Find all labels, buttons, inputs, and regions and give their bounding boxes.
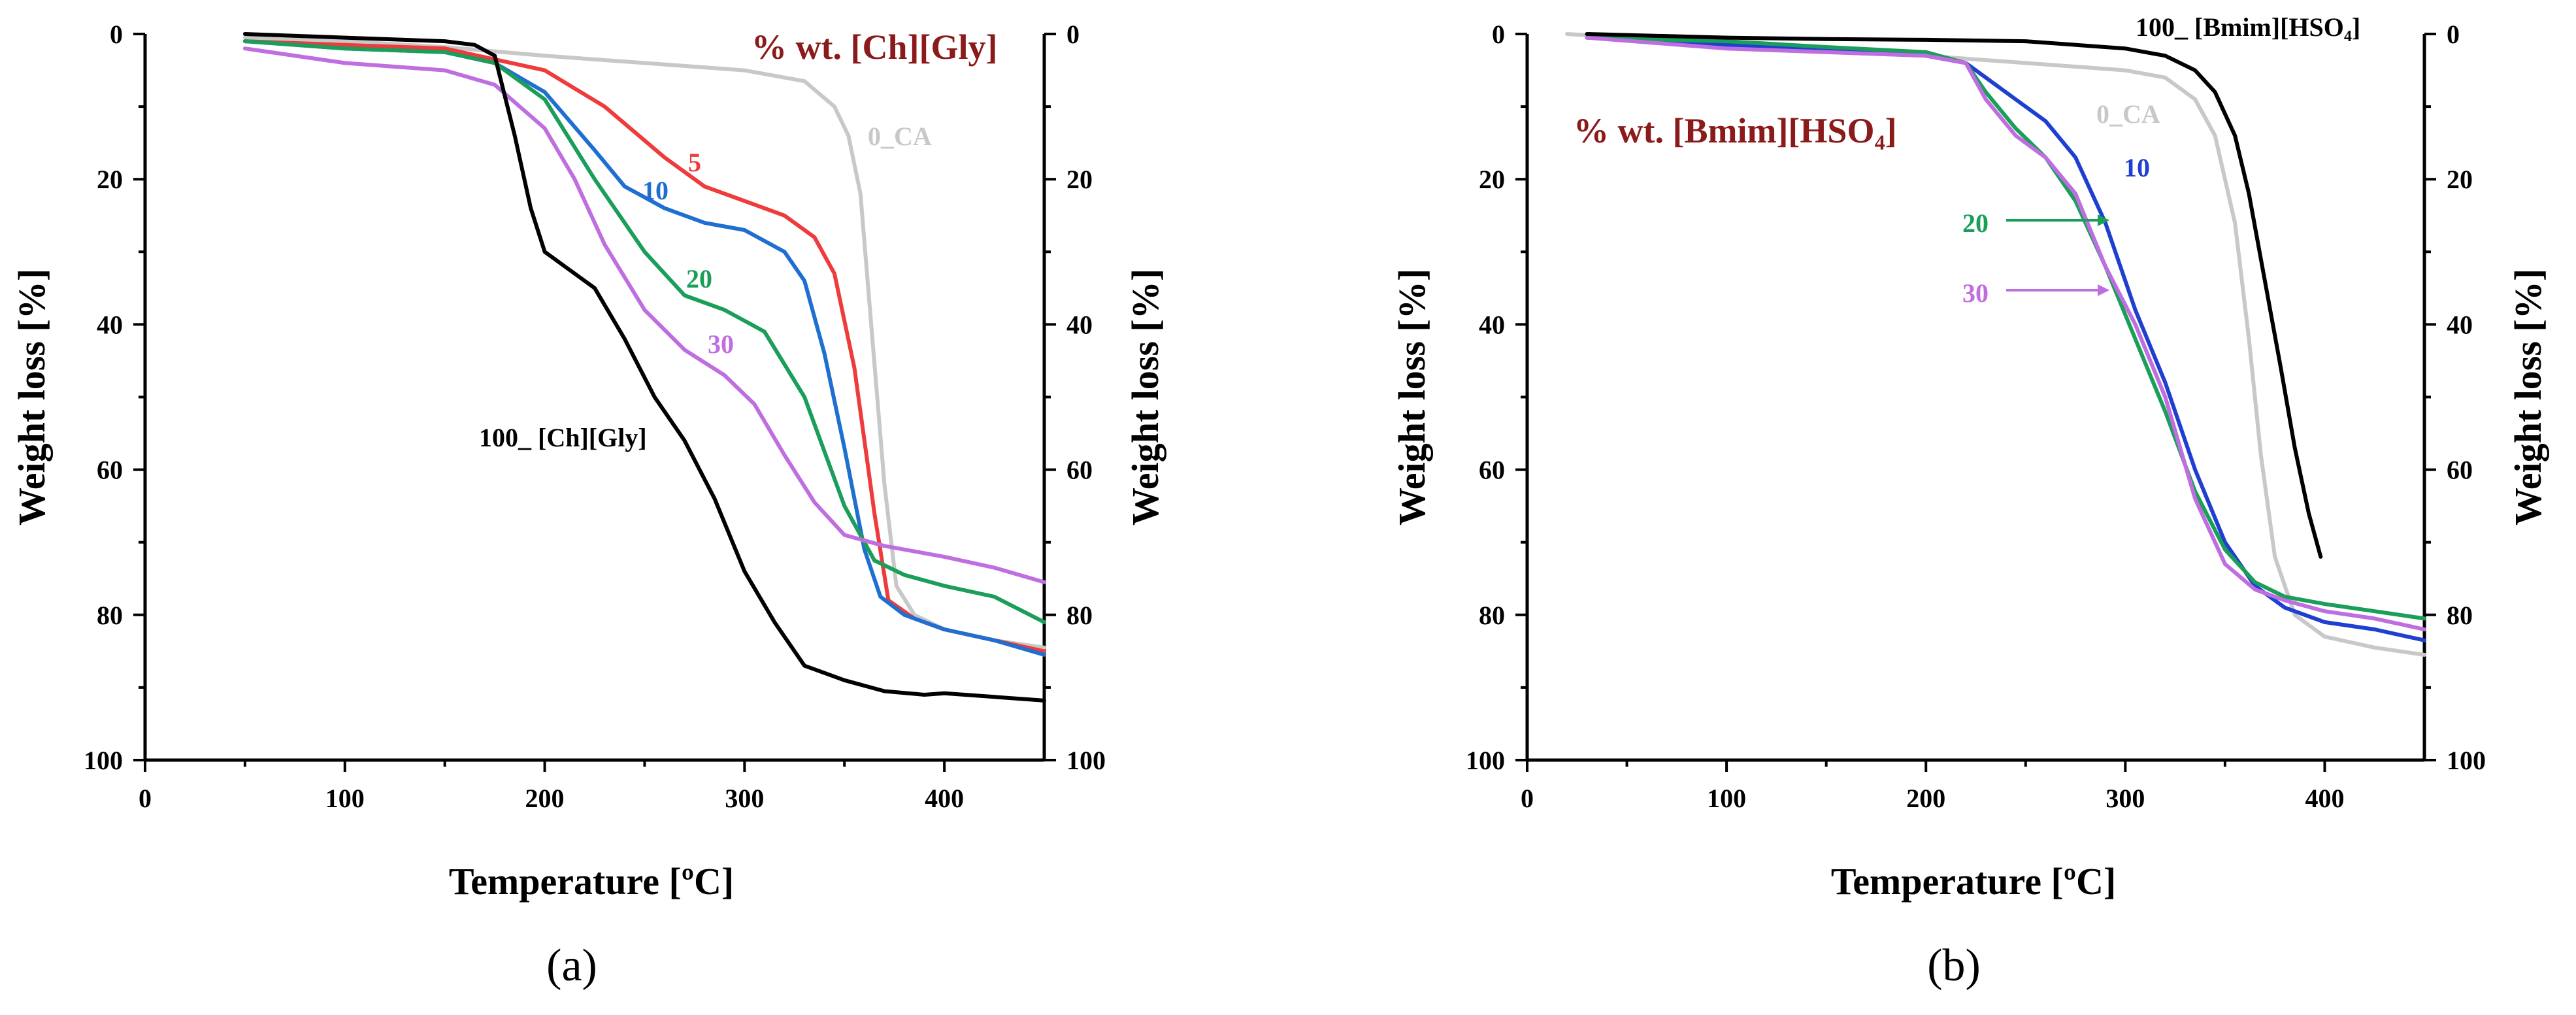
series-annotation: 0_CA bbox=[868, 122, 932, 151]
y-tick-label-left: 80 bbox=[1479, 601, 1505, 630]
y-tick-label-left: 60 bbox=[1479, 456, 1505, 485]
y-tick-label-left: 0 bbox=[110, 20, 123, 49]
y-tick-label-right: 80 bbox=[1066, 601, 1093, 630]
y-tick-label-left: 0 bbox=[1492, 20, 1505, 49]
y-tick-label-right: 100 bbox=[2447, 746, 2486, 775]
x-tick-label: 200 bbox=[525, 784, 565, 813]
chart-title-annotation: % wt. [Ch][Gly] bbox=[751, 27, 997, 67]
series-annotation: 10 bbox=[2124, 153, 2150, 182]
series-annotation: 0_CA bbox=[2096, 99, 2160, 129]
y-tick-label-right: 60 bbox=[1066, 456, 1093, 485]
y-axis-title-left: Weight loss [%] bbox=[10, 269, 53, 525]
series-line bbox=[242, 46, 1046, 584]
series-annotation: 30 bbox=[708, 329, 734, 359]
y-tick-label-left: 100 bbox=[84, 746, 123, 775]
x-tick-label: 100 bbox=[325, 784, 365, 813]
y-tick-label-right: 40 bbox=[2447, 310, 2473, 339]
y-tick-label-left: 80 bbox=[97, 601, 123, 630]
y-tick-label-right: 0 bbox=[1066, 20, 1080, 49]
annotation-arrow-head bbox=[2098, 214, 2109, 226]
y-axis-title-right: Weight loss [%] bbox=[2507, 269, 2549, 525]
x-tick-label: 400 bbox=[2305, 784, 2344, 813]
chart-title-annotation: % wt. [Bmim][HSO₄] bbox=[1574, 111, 1897, 150]
x-tick-label: 0 bbox=[139, 784, 152, 813]
x-tick-label: 200 bbox=[1906, 784, 1945, 813]
x-axis-title: Temperature [ºC] bbox=[449, 860, 734, 903]
y-tick-label-right: 0 bbox=[2447, 20, 2460, 49]
annotation-arrow-head bbox=[2098, 284, 2109, 296]
x-tick-label: 300 bbox=[2105, 784, 2145, 813]
panel-label: (a) bbox=[546, 940, 597, 991]
y-tick-label-right: 40 bbox=[1066, 310, 1093, 339]
series-line bbox=[242, 35, 1046, 650]
series-line bbox=[242, 32, 1046, 703]
x-axis-title: Temperature [ºC] bbox=[1831, 860, 2116, 903]
panel-a: 0 0 20 20 40 40 60 60 80 80 100 100 0 100 200 300 400 Tem… bbox=[10, 20, 1166, 991]
y-tick-label-right: 20 bbox=[2447, 165, 2473, 194]
x-tick-label: 100 bbox=[1707, 784, 1746, 813]
series-annotation: 30 bbox=[1962, 278, 1989, 308]
series-annotation: 5 bbox=[688, 148, 701, 177]
y-tick-label-left: 40 bbox=[1479, 310, 1505, 339]
panel-b: 0 0 20 20 40 40 60 60 80 80 100 100 0 100 200 300 400 Tem… bbox=[1391, 12, 2549, 991]
panel-label: (b) bbox=[1927, 940, 1981, 991]
series-annotation: 100_ [Ch][Gly] bbox=[479, 423, 647, 452]
y-axis-title-left: Weight loss [%] bbox=[1391, 269, 1433, 525]
series-annotation: 100_ [Bmim][HSO₄] bbox=[2136, 12, 2360, 42]
series-line bbox=[242, 39, 1046, 624]
y-tick-label-left: 20 bbox=[97, 165, 123, 194]
y-tick-label-right: 80 bbox=[2447, 601, 2473, 630]
series-line bbox=[1585, 35, 2426, 631]
y-tick-label-left: 100 bbox=[1466, 746, 1505, 775]
series-annotation: 20 bbox=[1962, 208, 1989, 238]
y-tick-label-left: 60 bbox=[97, 456, 123, 485]
y-tick-label-right: 20 bbox=[1066, 165, 1093, 194]
series-annotation: 10 bbox=[642, 176, 669, 205]
y-axis-title-right: Weight loss [%] bbox=[1124, 269, 1166, 525]
y-tick-label-right: 100 bbox=[1066, 746, 1106, 775]
x-tick-label: 400 bbox=[925, 784, 964, 813]
x-tick-label: 300 bbox=[725, 784, 764, 813]
y-tick-label-left: 20 bbox=[1479, 165, 1505, 194]
series-line bbox=[1585, 32, 2323, 559]
y-tick-label-left: 40 bbox=[97, 310, 123, 339]
y-tick-label-right: 60 bbox=[2447, 456, 2473, 485]
x-tick-label: 0 bbox=[1521, 784, 1534, 813]
series-annotation: 20 bbox=[686, 264, 712, 293]
